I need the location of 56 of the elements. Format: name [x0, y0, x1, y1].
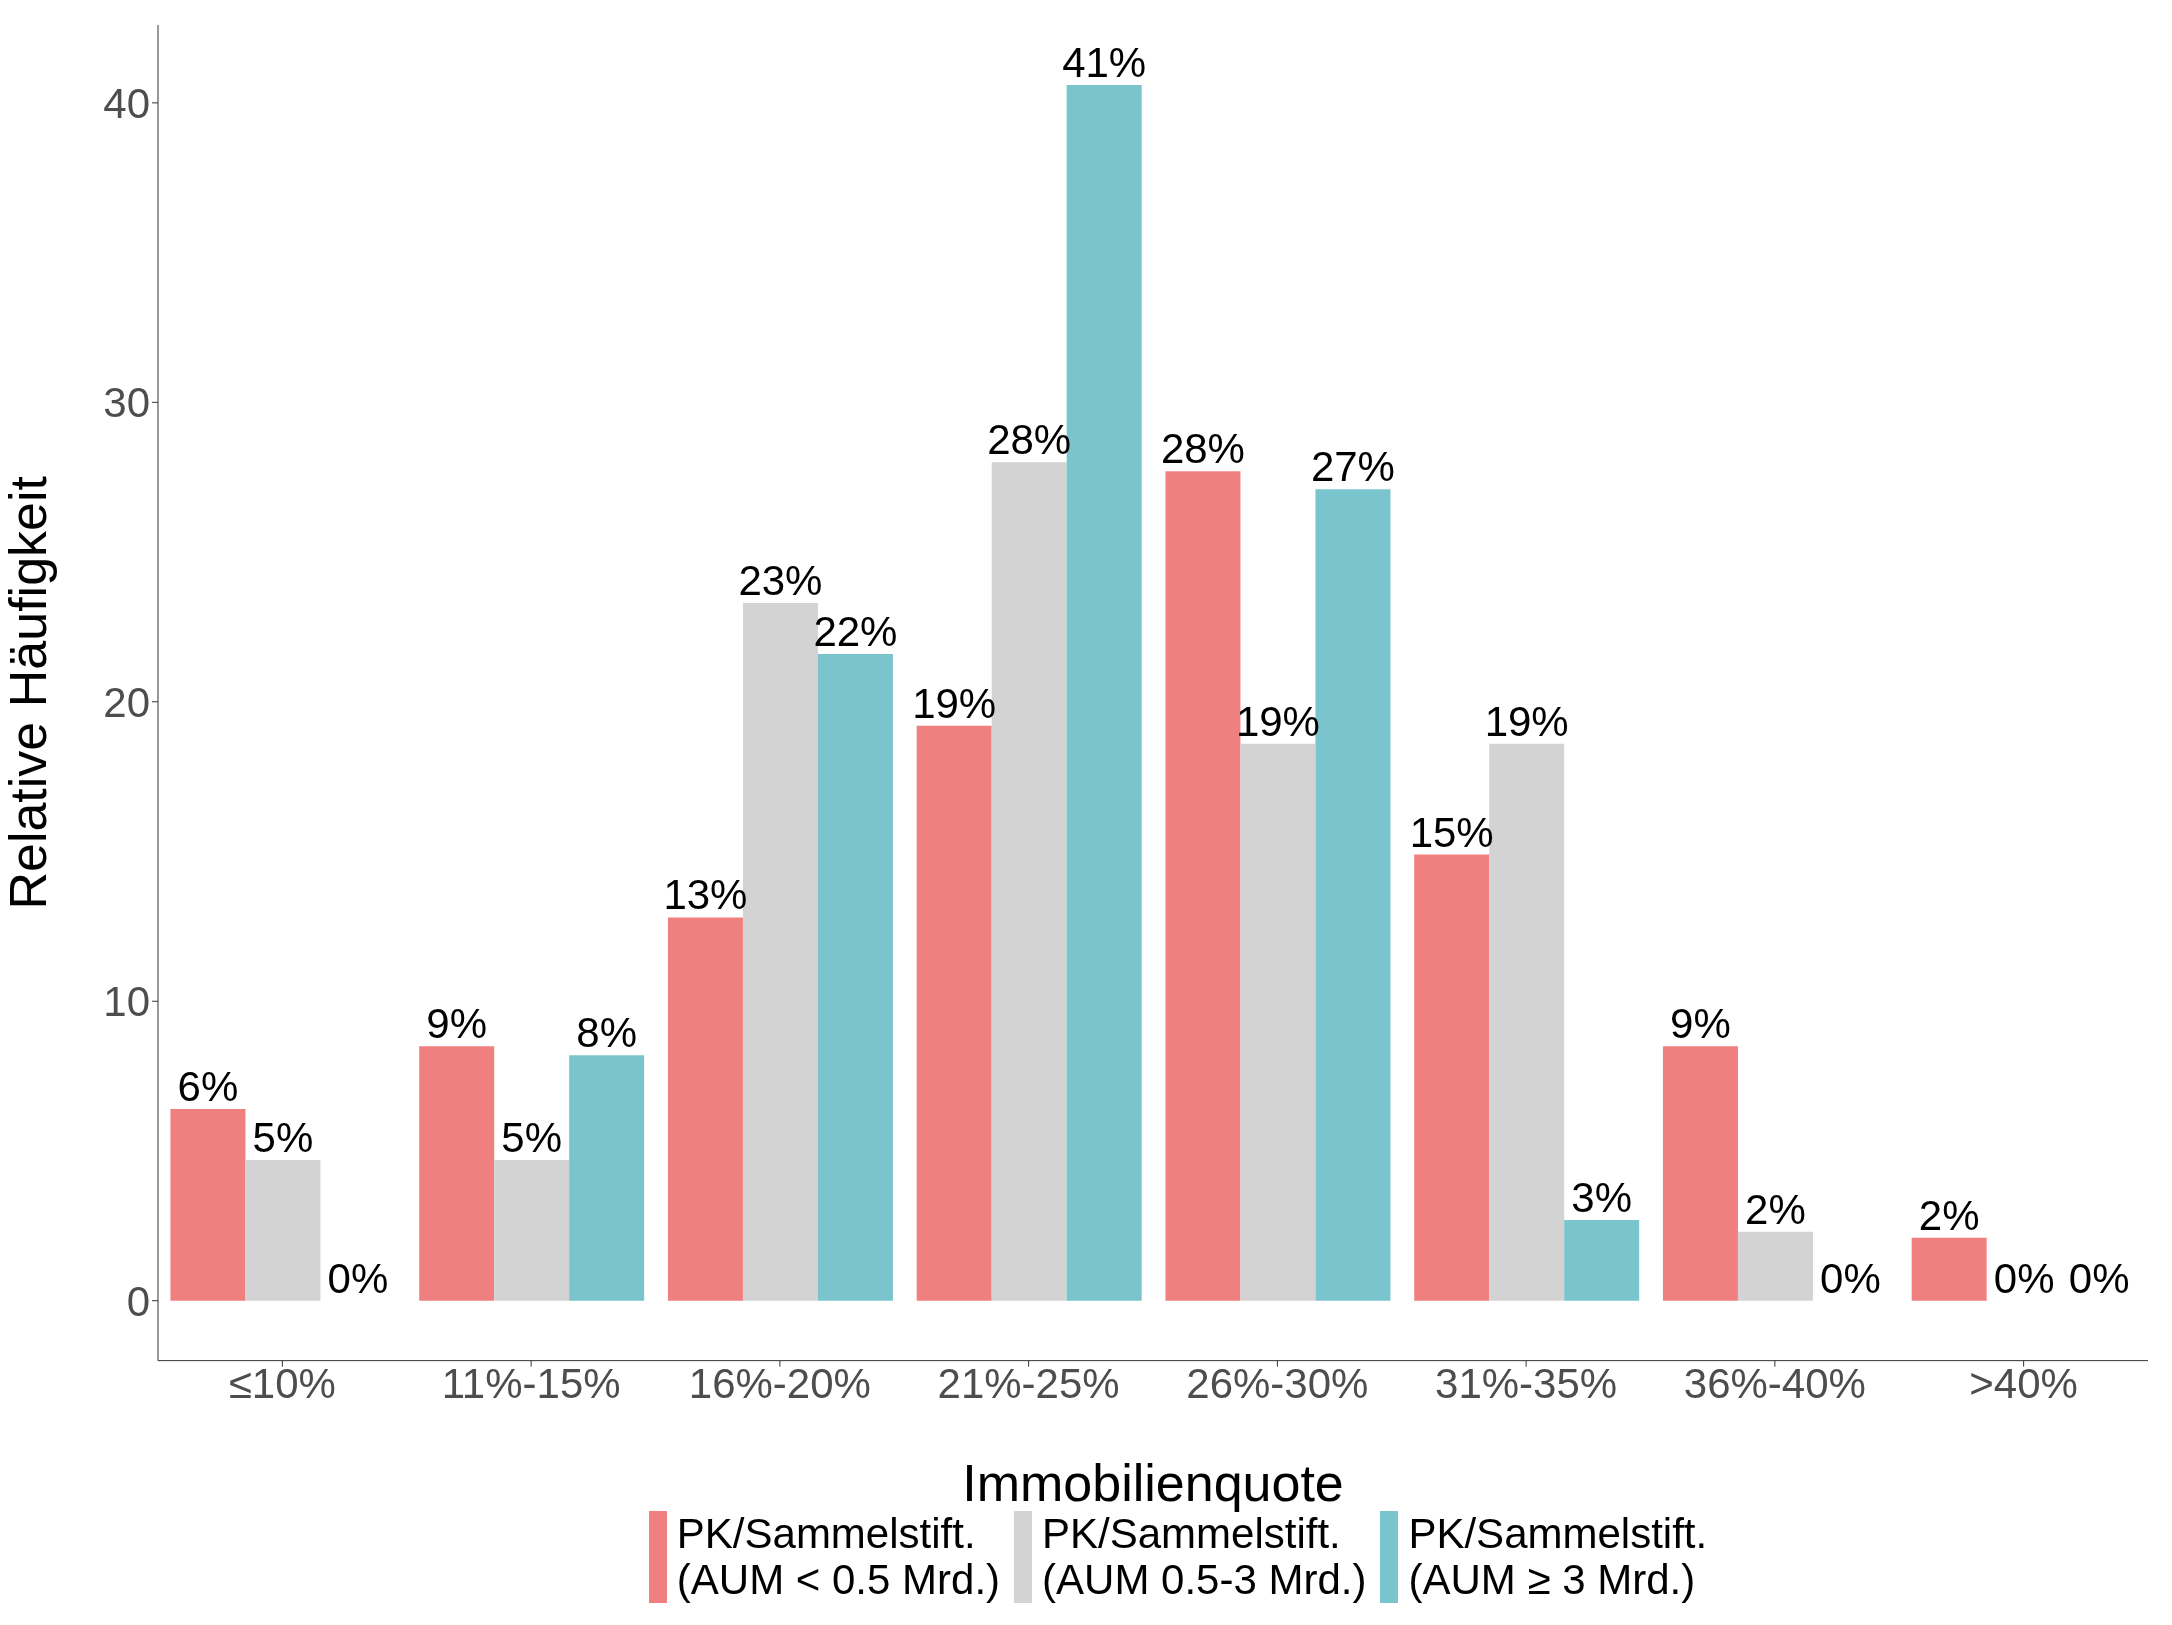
x-axis-title: Immobilienquote — [962, 1453, 1344, 1512]
bar — [419, 1046, 495, 1301]
bar — [569, 1055, 645, 1301]
data-label: 0% — [1993, 1254, 2055, 1302]
legend-label: PK/Sammelstift. (AUM ≥ 3 Mrd.) — [1408, 1509, 1708, 1603]
bar — [1165, 471, 1241, 1301]
x-tick-label: 36%-40% — [1683, 1360, 1866, 1408]
data-label: 5% — [252, 1113, 314, 1161]
data-label: 28% — [1160, 425, 1245, 473]
y-tick-label: 20 — [103, 678, 150, 726]
data-label: 9% — [426, 1000, 488, 1048]
data-label: 0% — [2068, 1254, 2130, 1302]
y-axis-title: Relative Häufigkeit — [0, 475, 58, 910]
bar — [1240, 743, 1316, 1301]
bar — [1564, 1219, 1640, 1301]
x-tick-label: 16%-20% — [688, 1360, 871, 1408]
data-label: 41% — [1062, 38, 1147, 86]
data-label: 2% — [1745, 1185, 1806, 1233]
data-label: 19% — [1235, 697, 1320, 745]
x-tick-label: 21%-25% — [937, 1360, 1120, 1408]
x-tick-label: 26%-30% — [1186, 1360, 1369, 1408]
bar — [245, 1159, 321, 1301]
data-label: 8% — [576, 1009, 638, 1057]
data-label: 22% — [813, 607, 898, 655]
y-tick-label: 10 — [103, 978, 150, 1026]
bar — [170, 1109, 246, 1301]
bar — [1662, 1046, 1738, 1301]
data-label: 2% — [1918, 1191, 1980, 1239]
bar — [817, 653, 893, 1301]
data-label: 13% — [663, 871, 748, 919]
data-label: 27% — [1310, 443, 1395, 491]
data-label: 28% — [987, 416, 1072, 464]
y-tick-label: 40 — [103, 79, 150, 127]
y-tick-label: 30 — [103, 379, 150, 427]
bar — [916, 725, 992, 1301]
data-label: 19% — [1484, 697, 1569, 745]
bar — [1911, 1237, 1987, 1301]
bar — [1414, 854, 1490, 1301]
x-tick-label: 31%-35% — [1435, 1360, 1618, 1408]
bar — [667, 917, 743, 1301]
legend-label: PK/Sammelstift. (AUM < 0.5 Mrd.) — [676, 1509, 1001, 1603]
x-tick-label: 11%-15% — [441, 1360, 621, 1408]
data-label: 0% — [327, 1254, 389, 1302]
bar — [1737, 1231, 1813, 1301]
data-label: 3% — [1571, 1173, 1633, 1221]
x-tick-label: >40% — [1969, 1360, 2078, 1408]
x-tick-label: ≤10% — [228, 1360, 336, 1408]
y-tick-label: 0 — [126, 1277, 150, 1325]
data-label: 15% — [1409, 808, 1494, 856]
data-label: 5% — [501, 1113, 563, 1161]
data-label: 6% — [177, 1063, 239, 1111]
bar — [494, 1159, 570, 1301]
data-label: 19% — [912, 679, 997, 727]
data-label: 9% — [1670, 1000, 1731, 1048]
data-label: 0% — [1820, 1254, 1881, 1302]
data-label: 23% — [738, 556, 823, 604]
